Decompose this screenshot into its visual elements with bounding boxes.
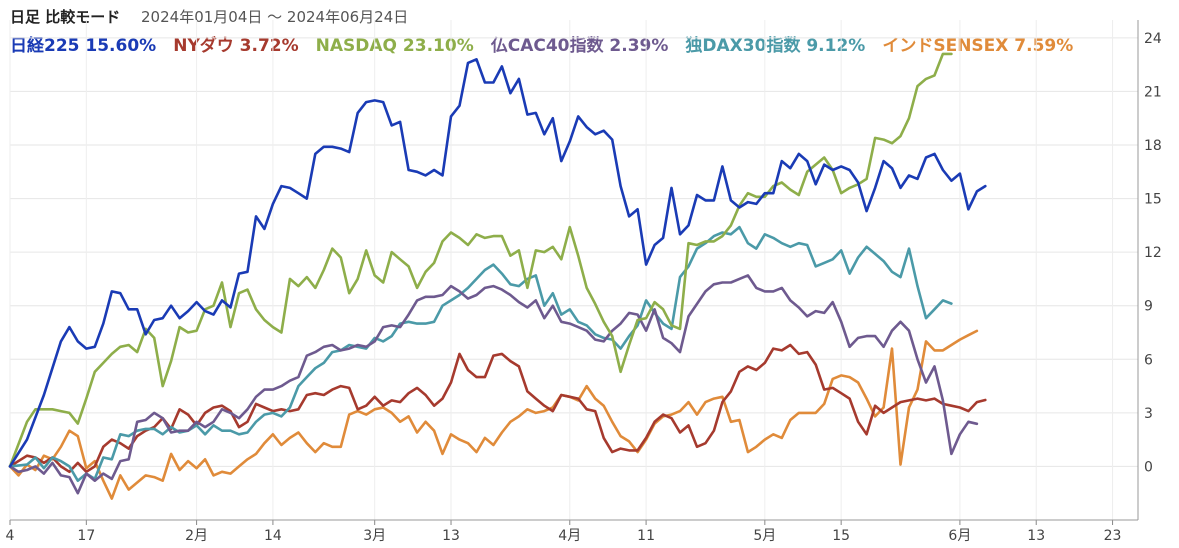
grid <box>9 20 1138 520</box>
legend: 日経225 15.60% NYダウ 3.72% NASDAQ 23.10% 仏CAC4… <box>10 31 1090 56</box>
y-tick-label: 24 <box>1144 31 1162 47</box>
legend-item-0[interactable]: 日経225 15.60% <box>10 36 157 56</box>
legend-item-3[interactable]: 仏CAC40指数 2.39% <box>490 36 669 56</box>
x-tick-label: 4 <box>6 528 15 544</box>
x-tick-label: 13 <box>1027 528 1045 544</box>
x-tick-label: 13 <box>442 528 460 544</box>
y-tick-label: 15 <box>1144 192 1162 208</box>
x-tick-label: 14 <box>264 528 282 544</box>
legend-item-1[interactable]: NYダウ 3.72% <box>173 36 299 56</box>
y-tick-label: 0 <box>1144 459 1153 475</box>
x-tick-label: 3月 <box>363 528 386 544</box>
x-tick-label: 11 <box>637 528 655 544</box>
series-line-5 <box>8 329 979 500</box>
x-tick-label: 15 <box>832 528 850 544</box>
x-tick-label: 4月 <box>558 528 581 544</box>
x-tick-label: 6月 <box>948 528 971 544</box>
legend-item-5[interactable]: インドSENSEX 7.59% <box>882 36 1074 56</box>
y-tick-label: 12 <box>1144 245 1162 261</box>
x-tick-label: 23 <box>1104 528 1122 544</box>
x-tick-label: 5月 <box>753 528 776 544</box>
date-range: 2024年01月04日 ～ 2024年06月24日 <box>141 8 409 26</box>
chart-header: 日足 比較モード 2024年01月04日 ～ 2024年06月24日 <box>10 6 408 27</box>
series-line-0 <box>8 58 987 468</box>
legend-item-4[interactable]: 独DAX30指数 9.12% <box>685 36 866 56</box>
series-layer <box>8 52 987 500</box>
series-line-4 <box>8 225 953 482</box>
y-tick-label: 6 <box>1144 352 1153 368</box>
series-line-2 <box>8 52 953 468</box>
y-tick-label: 18 <box>1144 138 1162 154</box>
x-tick-label: 2月 <box>185 528 208 544</box>
axes: 0 3 6 9 12 15 18 21 24 4 17 2月 14 3月 13 4月 11 5月 15 6月 13 23 <box>6 20 1162 544</box>
y-tick-label: 9 <box>1144 299 1153 315</box>
y-tick-label: 3 <box>1144 406 1153 422</box>
legend-item-2[interactable]: NASDAQ 23.10% <box>315 36 474 56</box>
chart-title: 日足 比較モード <box>10 8 121 26</box>
series-line-1 <box>8 343 987 474</box>
y-tick-label: 21 <box>1144 84 1162 100</box>
x-tick-label: 17 <box>77 528 95 544</box>
series-line-3 <box>8 274 979 495</box>
